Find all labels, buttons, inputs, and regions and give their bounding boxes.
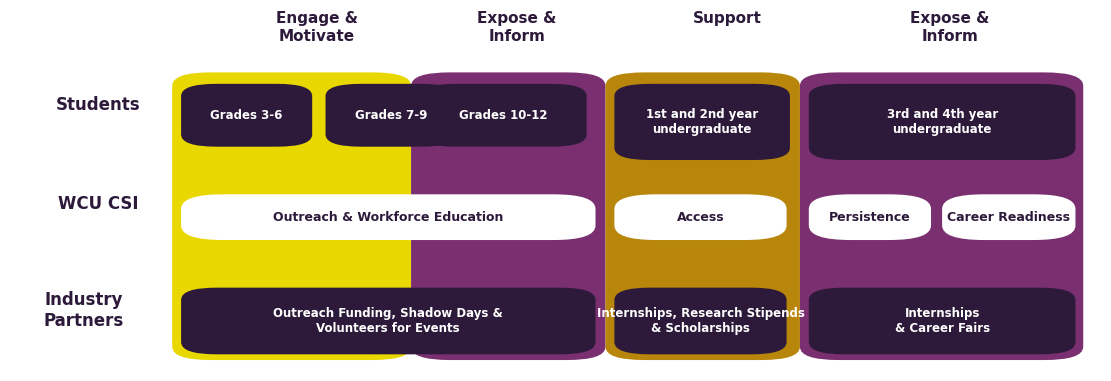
Text: WCU CSI: WCU CSI: [58, 195, 138, 213]
FancyBboxPatch shape: [411, 72, 605, 360]
FancyBboxPatch shape: [942, 194, 1075, 240]
FancyBboxPatch shape: [614, 194, 787, 240]
Text: Industry
Partners: Industry Partners: [43, 291, 123, 330]
Text: Outreach & Workforce Education: Outreach & Workforce Education: [273, 211, 503, 224]
FancyBboxPatch shape: [809, 288, 1075, 354]
Text: Grades 10-12: Grades 10-12: [459, 109, 548, 122]
Text: Grades 3-6: Grades 3-6: [210, 109, 283, 122]
Text: Career Readiness: Career Readiness: [948, 211, 1070, 224]
FancyBboxPatch shape: [800, 72, 1083, 360]
Text: Expose &
Inform: Expose & Inform: [477, 11, 557, 44]
FancyBboxPatch shape: [181, 84, 312, 147]
Text: Grades 7-9: Grades 7-9: [354, 109, 428, 122]
Text: Internships, Research Stipends
& Scholarships: Internships, Research Stipends & Scholar…: [597, 307, 804, 335]
Text: 3rd and 4th year
undergraduate: 3rd and 4th year undergraduate: [887, 108, 998, 136]
Text: 1st and 2nd year
undergraduate: 1st and 2nd year undergraduate: [645, 108, 759, 136]
Text: Access: Access: [677, 211, 724, 224]
Text: Outreach Funding, Shadow Days &
Volunteers for Events: Outreach Funding, Shadow Days & Voluntee…: [273, 307, 503, 335]
FancyBboxPatch shape: [614, 84, 790, 160]
Text: Students: Students: [56, 96, 140, 114]
FancyBboxPatch shape: [809, 84, 1075, 160]
Text: Persistence: Persistence: [829, 211, 911, 224]
FancyBboxPatch shape: [181, 288, 595, 354]
FancyBboxPatch shape: [614, 288, 787, 354]
FancyBboxPatch shape: [326, 84, 457, 147]
FancyBboxPatch shape: [172, 72, 411, 360]
Text: Support: Support: [693, 11, 762, 26]
FancyBboxPatch shape: [809, 194, 931, 240]
Text: Engage &
Motivate: Engage & Motivate: [276, 11, 358, 44]
FancyBboxPatch shape: [605, 72, 800, 360]
Text: Internships
& Career Fairs: Internships & Career Fairs: [894, 307, 990, 335]
FancyBboxPatch shape: [420, 84, 587, 147]
FancyBboxPatch shape: [181, 194, 595, 240]
Text: Expose &
Inform: Expose & Inform: [910, 11, 990, 44]
